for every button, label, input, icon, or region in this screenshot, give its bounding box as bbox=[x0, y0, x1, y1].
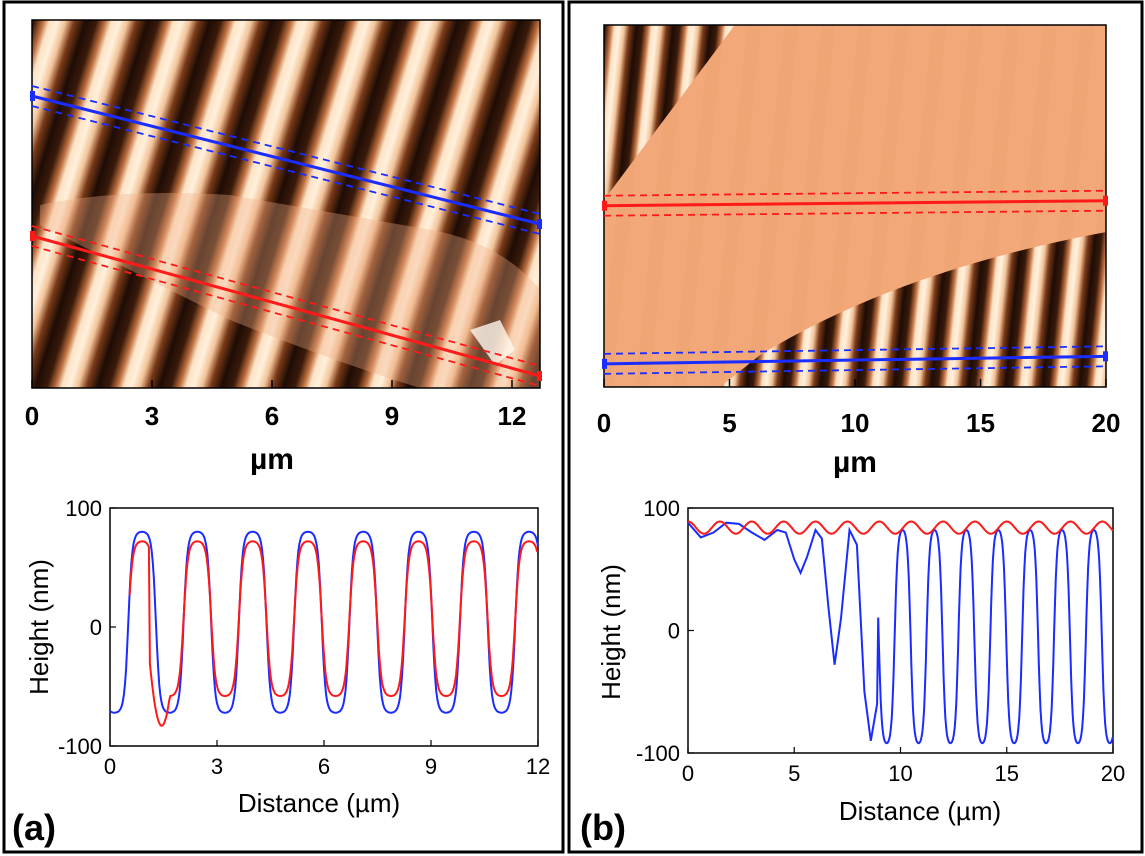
panel-a-image-xlabel: µm bbox=[250, 443, 294, 476]
profile-start-marker bbox=[602, 200, 607, 211]
profile-end-marker bbox=[537, 219, 542, 229]
plot-a-xtick-label: 3 bbox=[211, 754, 223, 779]
profile-line bbox=[31, 94, 541, 226]
image-a-tick-label: 6 bbox=[265, 401, 279, 431]
image-b-tick-label: 10 bbox=[841, 408, 870, 438]
image-a-tick-label: 0 bbox=[25, 401, 39, 431]
series-a-blue bbox=[109, 530, 539, 714]
profile-band-edge bbox=[31, 225, 541, 367]
panel-b-image-xlabel: µm bbox=[833, 446, 877, 479]
series-a-red bbox=[128, 540, 539, 727]
profile-start-marker bbox=[30, 231, 35, 241]
plot-b-xtick-label: 15 bbox=[995, 761, 1019, 786]
panel-b-afm-image bbox=[602, 24, 1108, 388]
plot-b-ytick-label: -100 bbox=[636, 741, 680, 766]
profile-start-marker bbox=[30, 91, 35, 101]
plot-b-xlabel: Distance (µm) bbox=[839, 796, 1001, 826]
flake-region-a bbox=[40, 192, 540, 388]
image-a-tick-label: 12 bbox=[498, 401, 527, 431]
plot-a-ytick-label: -100 bbox=[58, 734, 102, 759]
plot-b-xtick-label: 5 bbox=[788, 761, 800, 786]
debris-a bbox=[470, 320, 515, 365]
plot-b-xtick-label: 20 bbox=[1101, 761, 1125, 786]
plot-b-frame bbox=[687, 507, 1114, 754]
plot-a-xtick-label: 12 bbox=[526, 754, 550, 779]
plot-a-ytick-label: 0 bbox=[90, 615, 102, 640]
profile-line bbox=[603, 199, 1107, 208]
profile-end-marker bbox=[537, 371, 542, 381]
profile-start-marker bbox=[602, 358, 607, 369]
image-b-profile-blue bbox=[602, 345, 1108, 375]
panel-b-frame bbox=[567, 0, 1144, 854]
profile-line bbox=[31, 234, 541, 378]
series-b-red bbox=[687, 520, 1114, 535]
plot-a-xtick-label: 0 bbox=[104, 754, 116, 779]
plot-b-xtick-label: 0 bbox=[682, 761, 694, 786]
plot-b-ylabel: Height (nm) bbox=[596, 564, 626, 700]
image-b-tick-label: 5 bbox=[722, 408, 736, 438]
plot-b-ytick-label: 0 bbox=[668, 619, 680, 644]
plot-b-xtick-label: 10 bbox=[888, 761, 912, 786]
profile-band-edge bbox=[31, 105, 541, 235]
panel-a-image-x-axis: 0 3 6 9 12 bbox=[25, 380, 527, 431]
panel-a-label: (a) bbox=[12, 807, 56, 848]
image-a-tick-label: 3 bbox=[145, 401, 159, 431]
profile-line bbox=[603, 354, 1107, 366]
plot-a-ytick-label: 100 bbox=[65, 496, 102, 521]
image-b-tick-label: 15 bbox=[966, 408, 995, 438]
image-b-tick-label: 20 bbox=[1092, 408, 1121, 438]
plot-a-xtick-label: 6 bbox=[318, 754, 330, 779]
image-a-profile-red bbox=[30, 225, 542, 387]
image-b-tick-label: 0 bbox=[597, 408, 611, 438]
image-a-tick-label: 9 bbox=[385, 401, 399, 431]
panel-b-image-x-axis: 0 5 10 15 20 bbox=[597, 379, 1121, 438]
image-a-profile-blue bbox=[30, 85, 542, 235]
profile-band-edge bbox=[31, 85, 541, 215]
panel-a-afm-image bbox=[30, 19, 542, 389]
plot-a-ylabel: Height (nm) bbox=[24, 559, 54, 695]
plot-a-xtick-label: 9 bbox=[425, 754, 437, 779]
panel-a-frame bbox=[2, 0, 565, 854]
plot-a-xlabel: Distance (µm) bbox=[238, 788, 400, 818]
profile-band-edge bbox=[31, 245, 541, 387]
profile-end-marker bbox=[1103, 195, 1108, 206]
profile-end-marker bbox=[1103, 351, 1108, 362]
plot-b-ytick-label: 100 bbox=[643, 496, 680, 521]
image-b-profile-red bbox=[602, 189, 1108, 217]
panel-b-label: (b) bbox=[580, 807, 626, 848]
